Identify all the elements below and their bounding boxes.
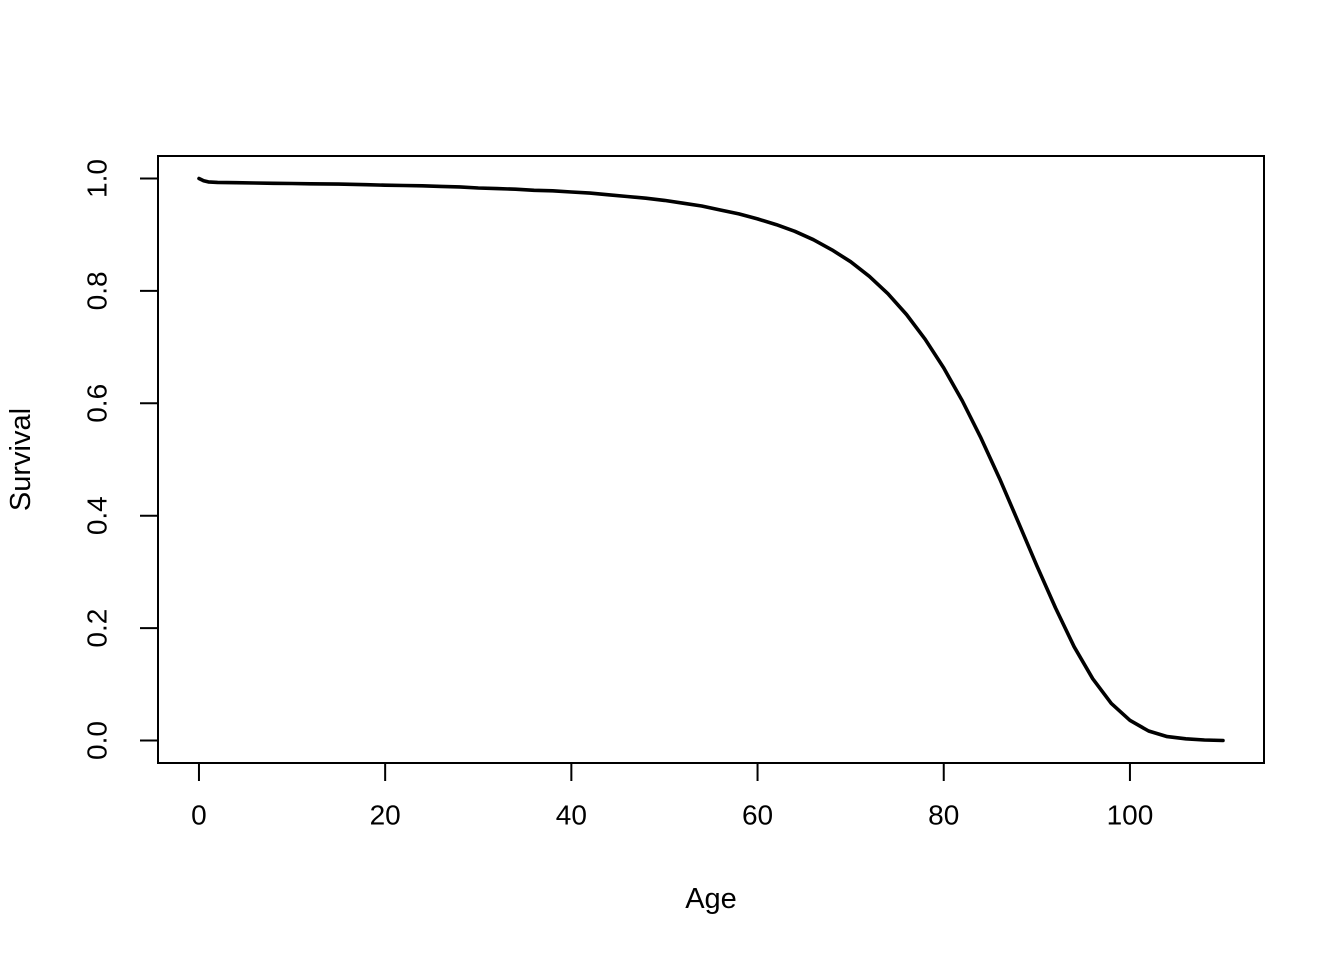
y-tick-label: 1.0 xyxy=(82,159,113,198)
x-axis-title: Age xyxy=(685,883,737,915)
x-tick-label: 60 xyxy=(742,800,773,831)
y-axis-title: Survival xyxy=(5,408,37,511)
y-tick-label: 0.4 xyxy=(82,496,113,535)
y-tick-label: 0.0 xyxy=(82,721,113,760)
y-tick-label: 0.6 xyxy=(82,384,113,423)
x-tick-label: 20 xyxy=(370,800,401,831)
x-tick-label: 100 xyxy=(1107,800,1154,831)
x-tick-label: 40 xyxy=(556,800,587,831)
x-tick-label: 0 xyxy=(191,800,207,831)
x-tick-label: 80 xyxy=(928,800,959,831)
plot-box-border xyxy=(157,155,1265,764)
x-axis-ticks: 0 20 40 60 80 100 xyxy=(191,763,1153,831)
y-axis-ticks: 0.0 0.2 0.4 0.6 0.8 1.0 xyxy=(82,159,158,760)
y-tick-label: 0.8 xyxy=(82,271,113,310)
survival-curve xyxy=(197,176,1225,743)
y-tick-label: 0.2 xyxy=(82,609,113,648)
